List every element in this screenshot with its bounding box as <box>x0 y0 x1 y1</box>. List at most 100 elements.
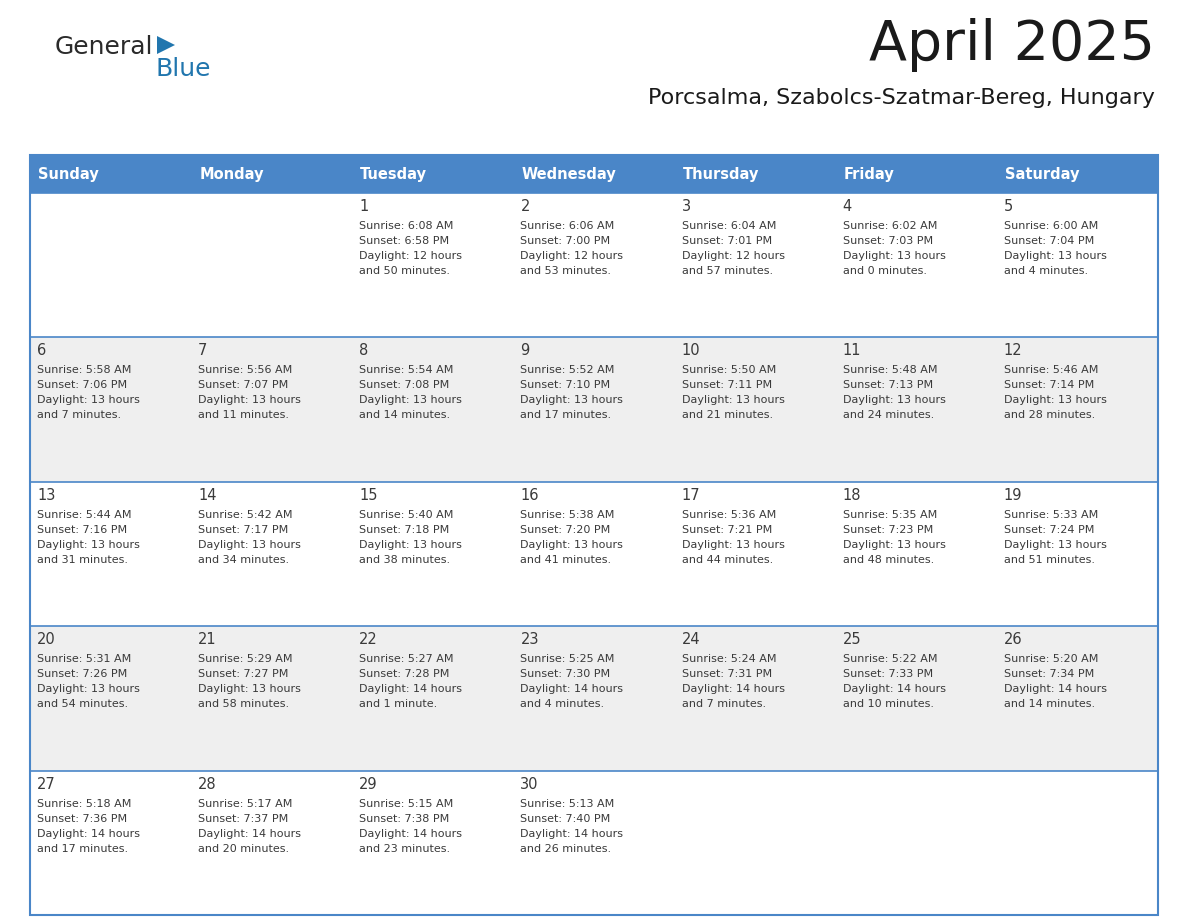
Text: 4: 4 <box>842 199 852 214</box>
Text: 2: 2 <box>520 199 530 214</box>
Text: Friday: Friday <box>843 166 895 182</box>
Text: Sunset: 7:18 PM: Sunset: 7:18 PM <box>359 525 449 535</box>
Bar <box>191 626 353 770</box>
Text: Daylight: 14 hours: Daylight: 14 hours <box>682 684 784 694</box>
Text: Blue: Blue <box>154 57 210 81</box>
Text: and 17 minutes.: and 17 minutes. <box>37 844 128 854</box>
Text: Sunrise: 5:15 AM: Sunrise: 5:15 AM <box>359 799 454 809</box>
Text: Monday: Monday <box>200 166 264 182</box>
Bar <box>513 626 675 770</box>
Text: Daylight: 14 hours: Daylight: 14 hours <box>359 684 462 694</box>
Text: Daylight: 14 hours: Daylight: 14 hours <box>359 829 462 839</box>
Bar <box>513 770 675 915</box>
Bar <box>30 770 191 915</box>
Text: Sunset: 7:26 PM: Sunset: 7:26 PM <box>37 669 127 679</box>
Text: and 44 minutes.: and 44 minutes. <box>682 554 773 565</box>
Bar <box>30 482 191 626</box>
Text: Sunset: 7:03 PM: Sunset: 7:03 PM <box>842 236 933 246</box>
Text: Sunset: 7:00 PM: Sunset: 7:00 PM <box>520 236 611 246</box>
Text: Sunrise: 5:31 AM: Sunrise: 5:31 AM <box>37 655 131 665</box>
Text: 30: 30 <box>520 777 539 791</box>
Text: Saturday: Saturday <box>1005 166 1080 182</box>
Text: Sunrise: 5:22 AM: Sunrise: 5:22 AM <box>842 655 937 665</box>
Text: 12: 12 <box>1004 343 1023 358</box>
Bar <box>675 770 835 915</box>
Bar <box>997 193 1158 338</box>
Text: Sunset: 7:34 PM: Sunset: 7:34 PM <box>1004 669 1094 679</box>
Bar <box>30 155 191 193</box>
Text: 8: 8 <box>359 343 368 358</box>
Bar <box>675 626 835 770</box>
Text: 10: 10 <box>682 343 700 358</box>
Text: Sunset: 7:28 PM: Sunset: 7:28 PM <box>359 669 450 679</box>
Text: Sunset: 7:24 PM: Sunset: 7:24 PM <box>1004 525 1094 535</box>
Text: Daylight: 13 hours: Daylight: 13 hours <box>359 396 462 406</box>
Text: Sunrise: 5:24 AM: Sunrise: 5:24 AM <box>682 655 776 665</box>
Text: Daylight: 14 hours: Daylight: 14 hours <box>1004 684 1107 694</box>
Text: 29: 29 <box>359 777 378 791</box>
Text: and 53 minutes.: and 53 minutes. <box>520 266 612 276</box>
Text: 20: 20 <box>37 633 56 647</box>
Text: Sunset: 7:38 PM: Sunset: 7:38 PM <box>359 813 449 823</box>
Text: Sunrise: 5:25 AM: Sunrise: 5:25 AM <box>520 655 615 665</box>
Bar <box>353 155 513 193</box>
Text: 28: 28 <box>198 777 216 791</box>
Text: Sunset: 7:33 PM: Sunset: 7:33 PM <box>842 669 933 679</box>
Text: Sunrise: 6:08 AM: Sunrise: 6:08 AM <box>359 221 454 231</box>
Text: Daylight: 13 hours: Daylight: 13 hours <box>198 396 301 406</box>
Text: Sunrise: 5:54 AM: Sunrise: 5:54 AM <box>359 365 454 375</box>
Text: Sunset: 7:23 PM: Sunset: 7:23 PM <box>842 525 933 535</box>
Text: and 11 minutes.: and 11 minutes. <box>198 410 289 420</box>
Text: Sunrise: 6:02 AM: Sunrise: 6:02 AM <box>842 221 937 231</box>
Text: Sunrise: 5:40 AM: Sunrise: 5:40 AM <box>359 509 454 520</box>
Text: Daylight: 13 hours: Daylight: 13 hours <box>198 540 301 550</box>
Text: Sunrise: 5:44 AM: Sunrise: 5:44 AM <box>37 509 132 520</box>
Text: Sunset: 7:04 PM: Sunset: 7:04 PM <box>1004 236 1094 246</box>
Text: Daylight: 13 hours: Daylight: 13 hours <box>1004 251 1107 261</box>
Text: Daylight: 13 hours: Daylight: 13 hours <box>1004 540 1107 550</box>
Text: 14: 14 <box>198 487 216 503</box>
Text: Sunrise: 5:33 AM: Sunrise: 5:33 AM <box>1004 509 1098 520</box>
Text: and 23 minutes.: and 23 minutes. <box>359 844 450 854</box>
Bar <box>835 193 997 338</box>
Text: 3: 3 <box>682 199 690 214</box>
Text: 19: 19 <box>1004 487 1023 503</box>
Text: 5: 5 <box>1004 199 1013 214</box>
Text: Daylight: 14 hours: Daylight: 14 hours <box>520 684 624 694</box>
Text: Sunset: 6:58 PM: Sunset: 6:58 PM <box>359 236 449 246</box>
Bar <box>191 193 353 338</box>
Text: Sunrise: 5:38 AM: Sunrise: 5:38 AM <box>520 509 615 520</box>
Text: and 0 minutes.: and 0 minutes. <box>842 266 927 276</box>
Text: Sunset: 7:27 PM: Sunset: 7:27 PM <box>198 669 289 679</box>
Text: Sunset: 7:31 PM: Sunset: 7:31 PM <box>682 669 772 679</box>
Text: Thursday: Thursday <box>683 166 759 182</box>
Bar <box>353 626 513 770</box>
Text: and 48 minutes.: and 48 minutes. <box>842 554 934 565</box>
Text: Sunrise: 5:50 AM: Sunrise: 5:50 AM <box>682 365 776 375</box>
Text: Daylight: 12 hours: Daylight: 12 hours <box>520 251 624 261</box>
Bar <box>513 155 675 193</box>
Text: 27: 27 <box>37 777 56 791</box>
Text: Daylight: 13 hours: Daylight: 13 hours <box>682 540 784 550</box>
Text: Sunrise: 5:13 AM: Sunrise: 5:13 AM <box>520 799 614 809</box>
Text: Daylight: 13 hours: Daylight: 13 hours <box>682 396 784 406</box>
Text: Sunset: 7:17 PM: Sunset: 7:17 PM <box>198 525 289 535</box>
Text: Sunset: 7:13 PM: Sunset: 7:13 PM <box>842 380 933 390</box>
Text: and 34 minutes.: and 34 minutes. <box>198 554 289 565</box>
Bar <box>835 770 997 915</box>
Text: Sunrise: 5:36 AM: Sunrise: 5:36 AM <box>682 509 776 520</box>
Text: April 2025: April 2025 <box>868 18 1155 72</box>
Text: Daylight: 13 hours: Daylight: 13 hours <box>842 540 946 550</box>
Text: Sunset: 7:07 PM: Sunset: 7:07 PM <box>198 380 289 390</box>
Bar <box>835 482 997 626</box>
Text: and 26 minutes.: and 26 minutes. <box>520 844 612 854</box>
Text: 24: 24 <box>682 633 700 647</box>
Text: and 50 minutes.: and 50 minutes. <box>359 266 450 276</box>
Text: Daylight: 13 hours: Daylight: 13 hours <box>37 396 140 406</box>
Text: Daylight: 13 hours: Daylight: 13 hours <box>198 684 301 694</box>
Bar <box>997 338 1158 482</box>
Bar <box>30 155 1158 915</box>
Text: 26: 26 <box>1004 633 1023 647</box>
Bar <box>835 626 997 770</box>
Text: and 1 minute.: and 1 minute. <box>359 700 437 710</box>
